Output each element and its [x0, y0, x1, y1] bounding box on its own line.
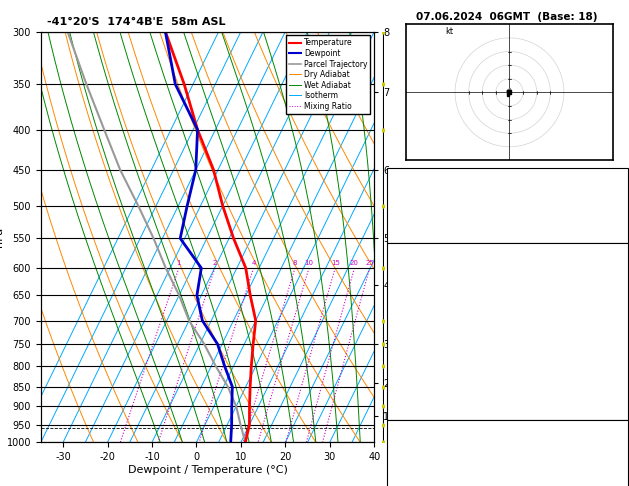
Text: 7.7: 7.7 — [609, 295, 625, 306]
Text: 1.23: 1.23 — [603, 220, 625, 230]
Text: 8: 8 — [292, 260, 298, 266]
Text: 1: 1 — [177, 260, 181, 266]
Text: CIN (J): CIN (J) — [390, 397, 421, 407]
Text: 1: 1 — [618, 169, 625, 179]
Text: θₑ (K): θₑ (K) — [390, 472, 417, 483]
Text: Totals Totals: Totals Totals — [390, 194, 449, 205]
Y-axis label: km
ASL: km ASL — [392, 228, 414, 246]
Text: 11: 11 — [613, 346, 625, 356]
Legend: Temperature, Dewpoint, Parcel Trajectory, Dry Adiabat, Wet Adiabat, Isotherm, Mi: Temperature, Dewpoint, Parcel Trajectory… — [286, 35, 370, 114]
Text: 750: 750 — [606, 447, 625, 457]
Text: 4: 4 — [252, 260, 255, 266]
Text: 20: 20 — [350, 260, 359, 266]
Text: 25: 25 — [365, 260, 374, 266]
Text: 15: 15 — [331, 260, 340, 266]
Text: © weatheronline.co.uk: © weatheronline.co.uk — [450, 469, 562, 479]
Y-axis label: hPa: hPa — [0, 227, 4, 247]
Text: K: K — [390, 169, 396, 179]
Text: 2: 2 — [213, 260, 217, 266]
Text: Temp (°C): Temp (°C) — [390, 270, 438, 280]
Text: Lifted Index: Lifted Index — [390, 346, 447, 356]
Text: 07.06.2024  06GMT  (Base: 18): 07.06.2024 06GMT (Base: 18) — [416, 12, 597, 22]
Text: Dewp (°C): Dewp (°C) — [390, 295, 440, 306]
Text: 300: 300 — [606, 321, 625, 331]
Text: 32: 32 — [612, 194, 625, 205]
Text: 10: 10 — [304, 260, 313, 266]
X-axis label: Dewpoint / Temperature (°C): Dewpoint / Temperature (°C) — [128, 465, 287, 475]
Text: PW (cm): PW (cm) — [390, 220, 431, 230]
Text: -41°20'S  174°4B'E  58m ASL: -41°20'S 174°4B'E 58m ASL — [47, 17, 226, 27]
Text: Pressure (mb): Pressure (mb) — [390, 447, 459, 457]
Text: 11: 11 — [613, 270, 625, 280]
Text: 302: 302 — [606, 472, 625, 483]
Text: kt: kt — [445, 27, 454, 36]
Text: Surface: Surface — [489, 245, 526, 255]
Text: 0: 0 — [618, 371, 625, 382]
Text: 0: 0 — [618, 397, 625, 407]
Text: θₑ(K): θₑ(K) — [390, 321, 414, 331]
Text: Most Unstable: Most Unstable — [472, 422, 542, 432]
Text: CAPE (J): CAPE (J) — [390, 371, 429, 382]
